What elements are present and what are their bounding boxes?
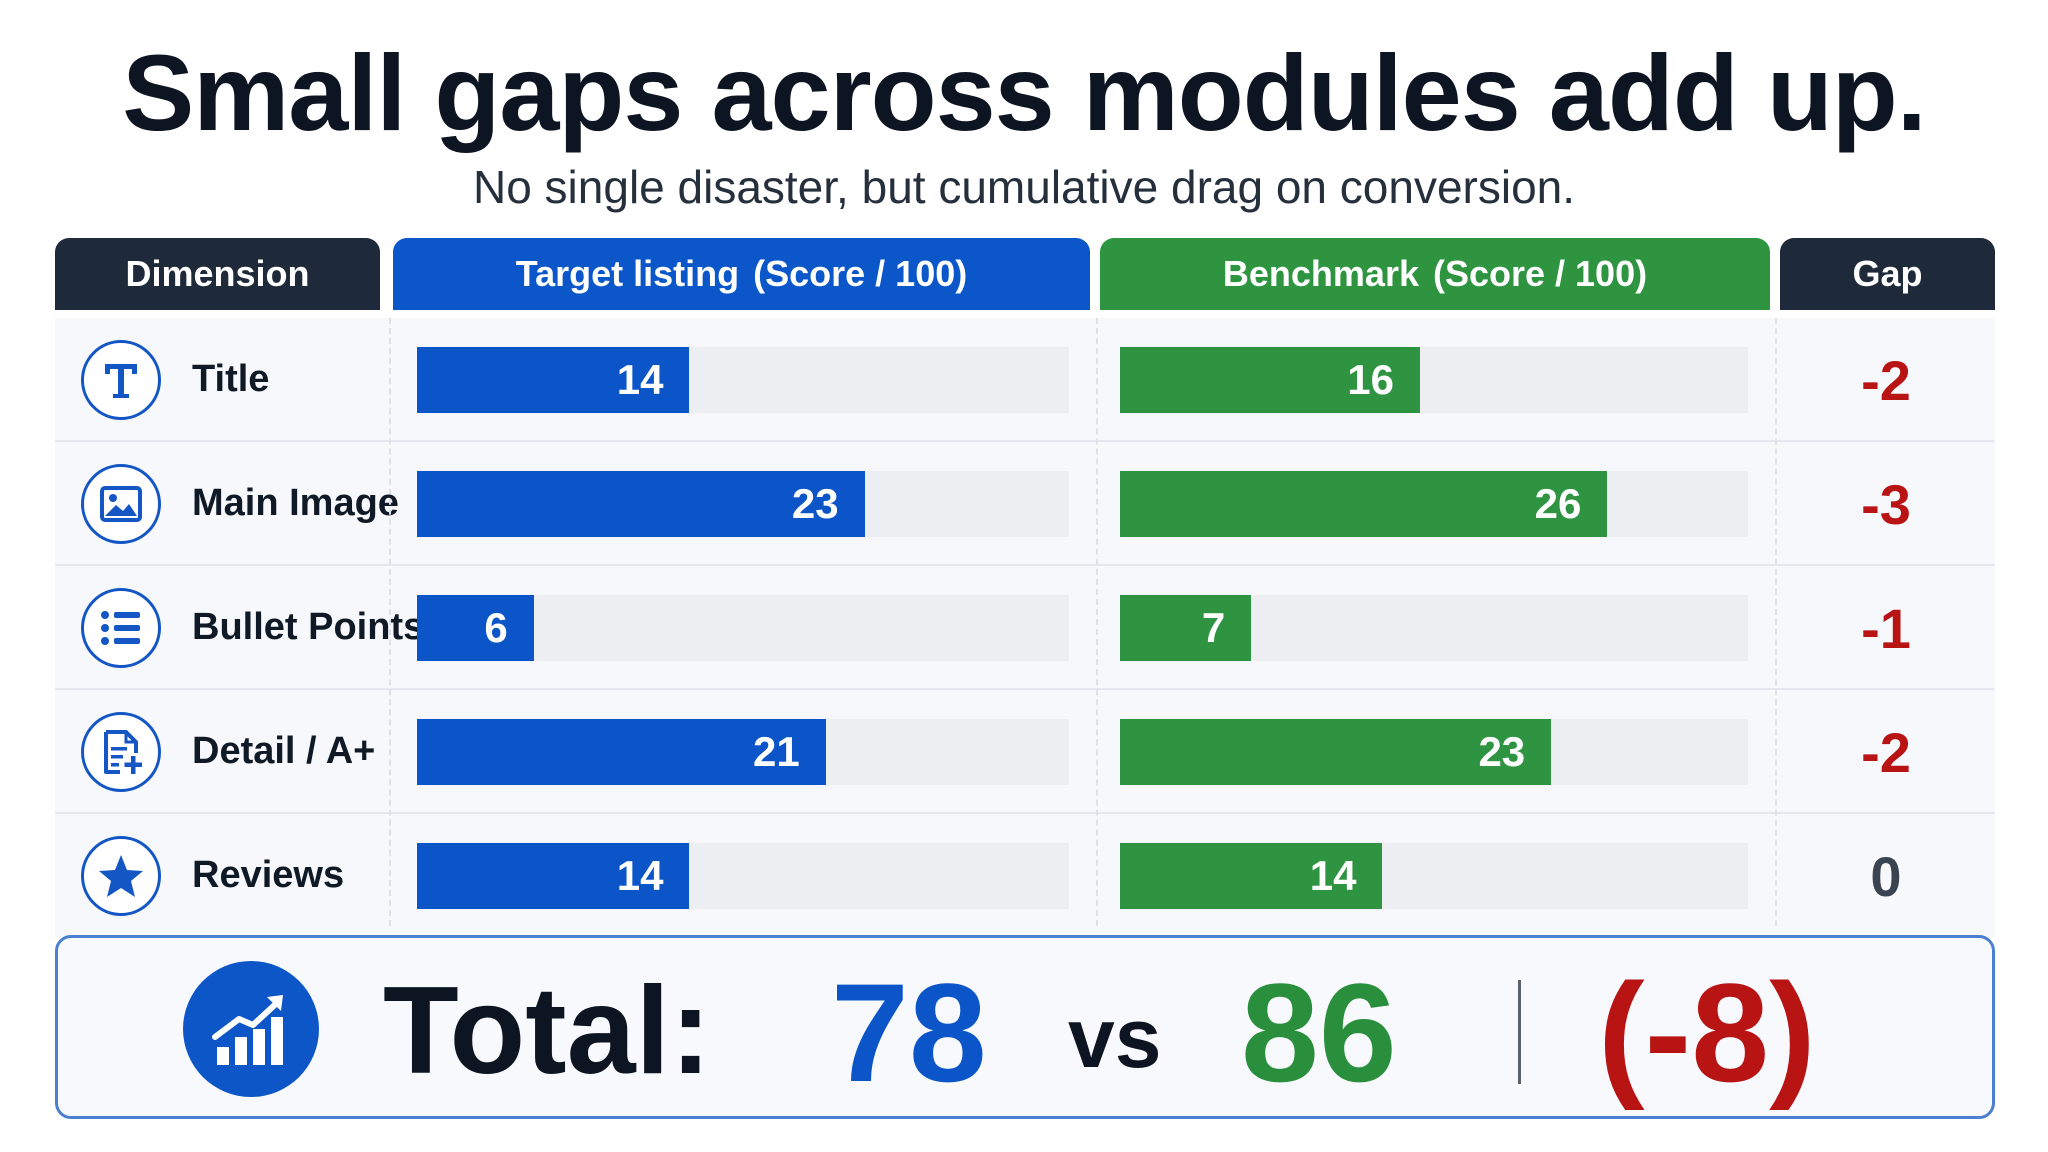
benchmark-bar-track: 23 bbox=[1120, 719, 1748, 785]
header-benchmark: Benchmark (Score / 100) bbox=[1100, 238, 1770, 310]
image-icon bbox=[81, 464, 161, 544]
header-benchmark-label: Benchmark bbox=[1222, 253, 1419, 294]
header-gap-label: Gap bbox=[1852, 253, 1923, 294]
target-bar: 23 bbox=[417, 471, 865, 537]
header-target: Target listing (Score / 100) bbox=[393, 238, 1090, 310]
benchmark-bar: 14 bbox=[1120, 843, 1383, 909]
dimension-label: Detail / A+ bbox=[192, 730, 376, 772]
benchmark-bar-track: 7 bbox=[1120, 595, 1748, 661]
target-value-label: 21 bbox=[752, 728, 800, 775]
page-subtitle: No single disaster, but cumulative drag … bbox=[472, 161, 1576, 213]
list-icon bbox=[81, 588, 161, 668]
gap-value: -2 bbox=[1861, 721, 1911, 784]
dimension-label: Reviews bbox=[192, 854, 345, 896]
total-benchmark-value: 86 bbox=[1241, 954, 1397, 1111]
column-divider bbox=[1775, 318, 1777, 926]
target-bar-track: 21 bbox=[417, 719, 1069, 785]
header-target-unit: (Score / 100) bbox=[753, 253, 968, 294]
benchmark-bar-track: 26 bbox=[1120, 471, 1748, 537]
table-row: Reviews 14 14 0 bbox=[55, 814, 1995, 938]
target-value-label: 14 bbox=[616, 356, 664, 403]
benchmark-value-label: 26 bbox=[1534, 480, 1582, 527]
total-label: Total: bbox=[383, 962, 712, 1100]
dimension-label: Bullet Points bbox=[192, 606, 425, 648]
dimension-label: Title bbox=[192, 358, 270, 400]
bar-chart-trend-icon bbox=[183, 961, 319, 1097]
benchmark-value-label: 14 bbox=[1309, 852, 1357, 899]
gap-value: -1 bbox=[1861, 597, 1911, 660]
benchmark-value-label: 16 bbox=[1347, 356, 1394, 403]
header-dimension: Dimension bbox=[55, 238, 380, 310]
target-bar-track: 14 bbox=[417, 347, 1069, 413]
table-row: Bullet Points 6 7 -1 bbox=[55, 566, 1995, 690]
benchmark-bar: 23 bbox=[1120, 719, 1552, 785]
benchmark-bar: 7 bbox=[1120, 595, 1252, 661]
gap-value: -3 bbox=[1861, 473, 1911, 536]
target-bar-track: 23 bbox=[417, 471, 1069, 537]
target-bar: 6 bbox=[417, 595, 534, 661]
column-divider bbox=[389, 318, 391, 926]
score-table: Dimension Target listing (Score / 100) Be… bbox=[55, 238, 1995, 938]
total-gap-value: (-8) bbox=[1598, 954, 1816, 1111]
header-benchmark-unit: (Score / 100) bbox=[1432, 253, 1648, 294]
benchmark-bar-track: 16 bbox=[1120, 347, 1748, 413]
table-row: Title 14 16 -2 bbox=[55, 318, 1995, 442]
gap-value: 0 bbox=[1870, 845, 1902, 908]
total-vs: vs bbox=[1068, 991, 1162, 1085]
target-value-label: 23 bbox=[791, 480, 839, 527]
target-bar: 21 bbox=[417, 719, 826, 785]
gap-value: -2 bbox=[1861, 349, 1911, 412]
table-row: Main Image 23 26 -3 bbox=[55, 442, 1995, 566]
target-value-label: 14 bbox=[616, 852, 664, 899]
total-target-value: 78 bbox=[831, 954, 987, 1111]
target-bar: 14 bbox=[417, 347, 690, 413]
total-summary: Total: 78 vs 86 (-8) bbox=[55, 935, 1995, 1119]
header-gap: Gap bbox=[1780, 238, 1995, 310]
benchmark-value-label: 7 bbox=[1201, 604, 1226, 651]
header-target-label: Target listing bbox=[515, 253, 740, 294]
target-bar-track: 14 bbox=[417, 843, 1069, 909]
document-plus-icon bbox=[81, 712, 161, 792]
target-value-label: 6 bbox=[484, 604, 508, 651]
benchmark-bar: 26 bbox=[1120, 471, 1608, 537]
table-row: Detail / A+ 21 23 -2 bbox=[55, 690, 1995, 814]
star-icon bbox=[81, 836, 161, 916]
target-bar: 14 bbox=[417, 843, 690, 909]
title-t-icon bbox=[81, 340, 161, 420]
total-divider bbox=[1518, 980, 1521, 1084]
page-title: Small gaps across modules add up. bbox=[122, 32, 1927, 153]
dimension-label: Main Image bbox=[192, 482, 399, 524]
benchmark-bar-track: 14 bbox=[1120, 843, 1748, 909]
column-divider bbox=[1096, 318, 1098, 926]
header-dimension-label: Dimension bbox=[125, 253, 310, 294]
target-bar-track: 6 bbox=[417, 595, 1069, 661]
benchmark-value-label: 23 bbox=[1478, 728, 1526, 775]
benchmark-bar: 16 bbox=[1120, 347, 1420, 413]
